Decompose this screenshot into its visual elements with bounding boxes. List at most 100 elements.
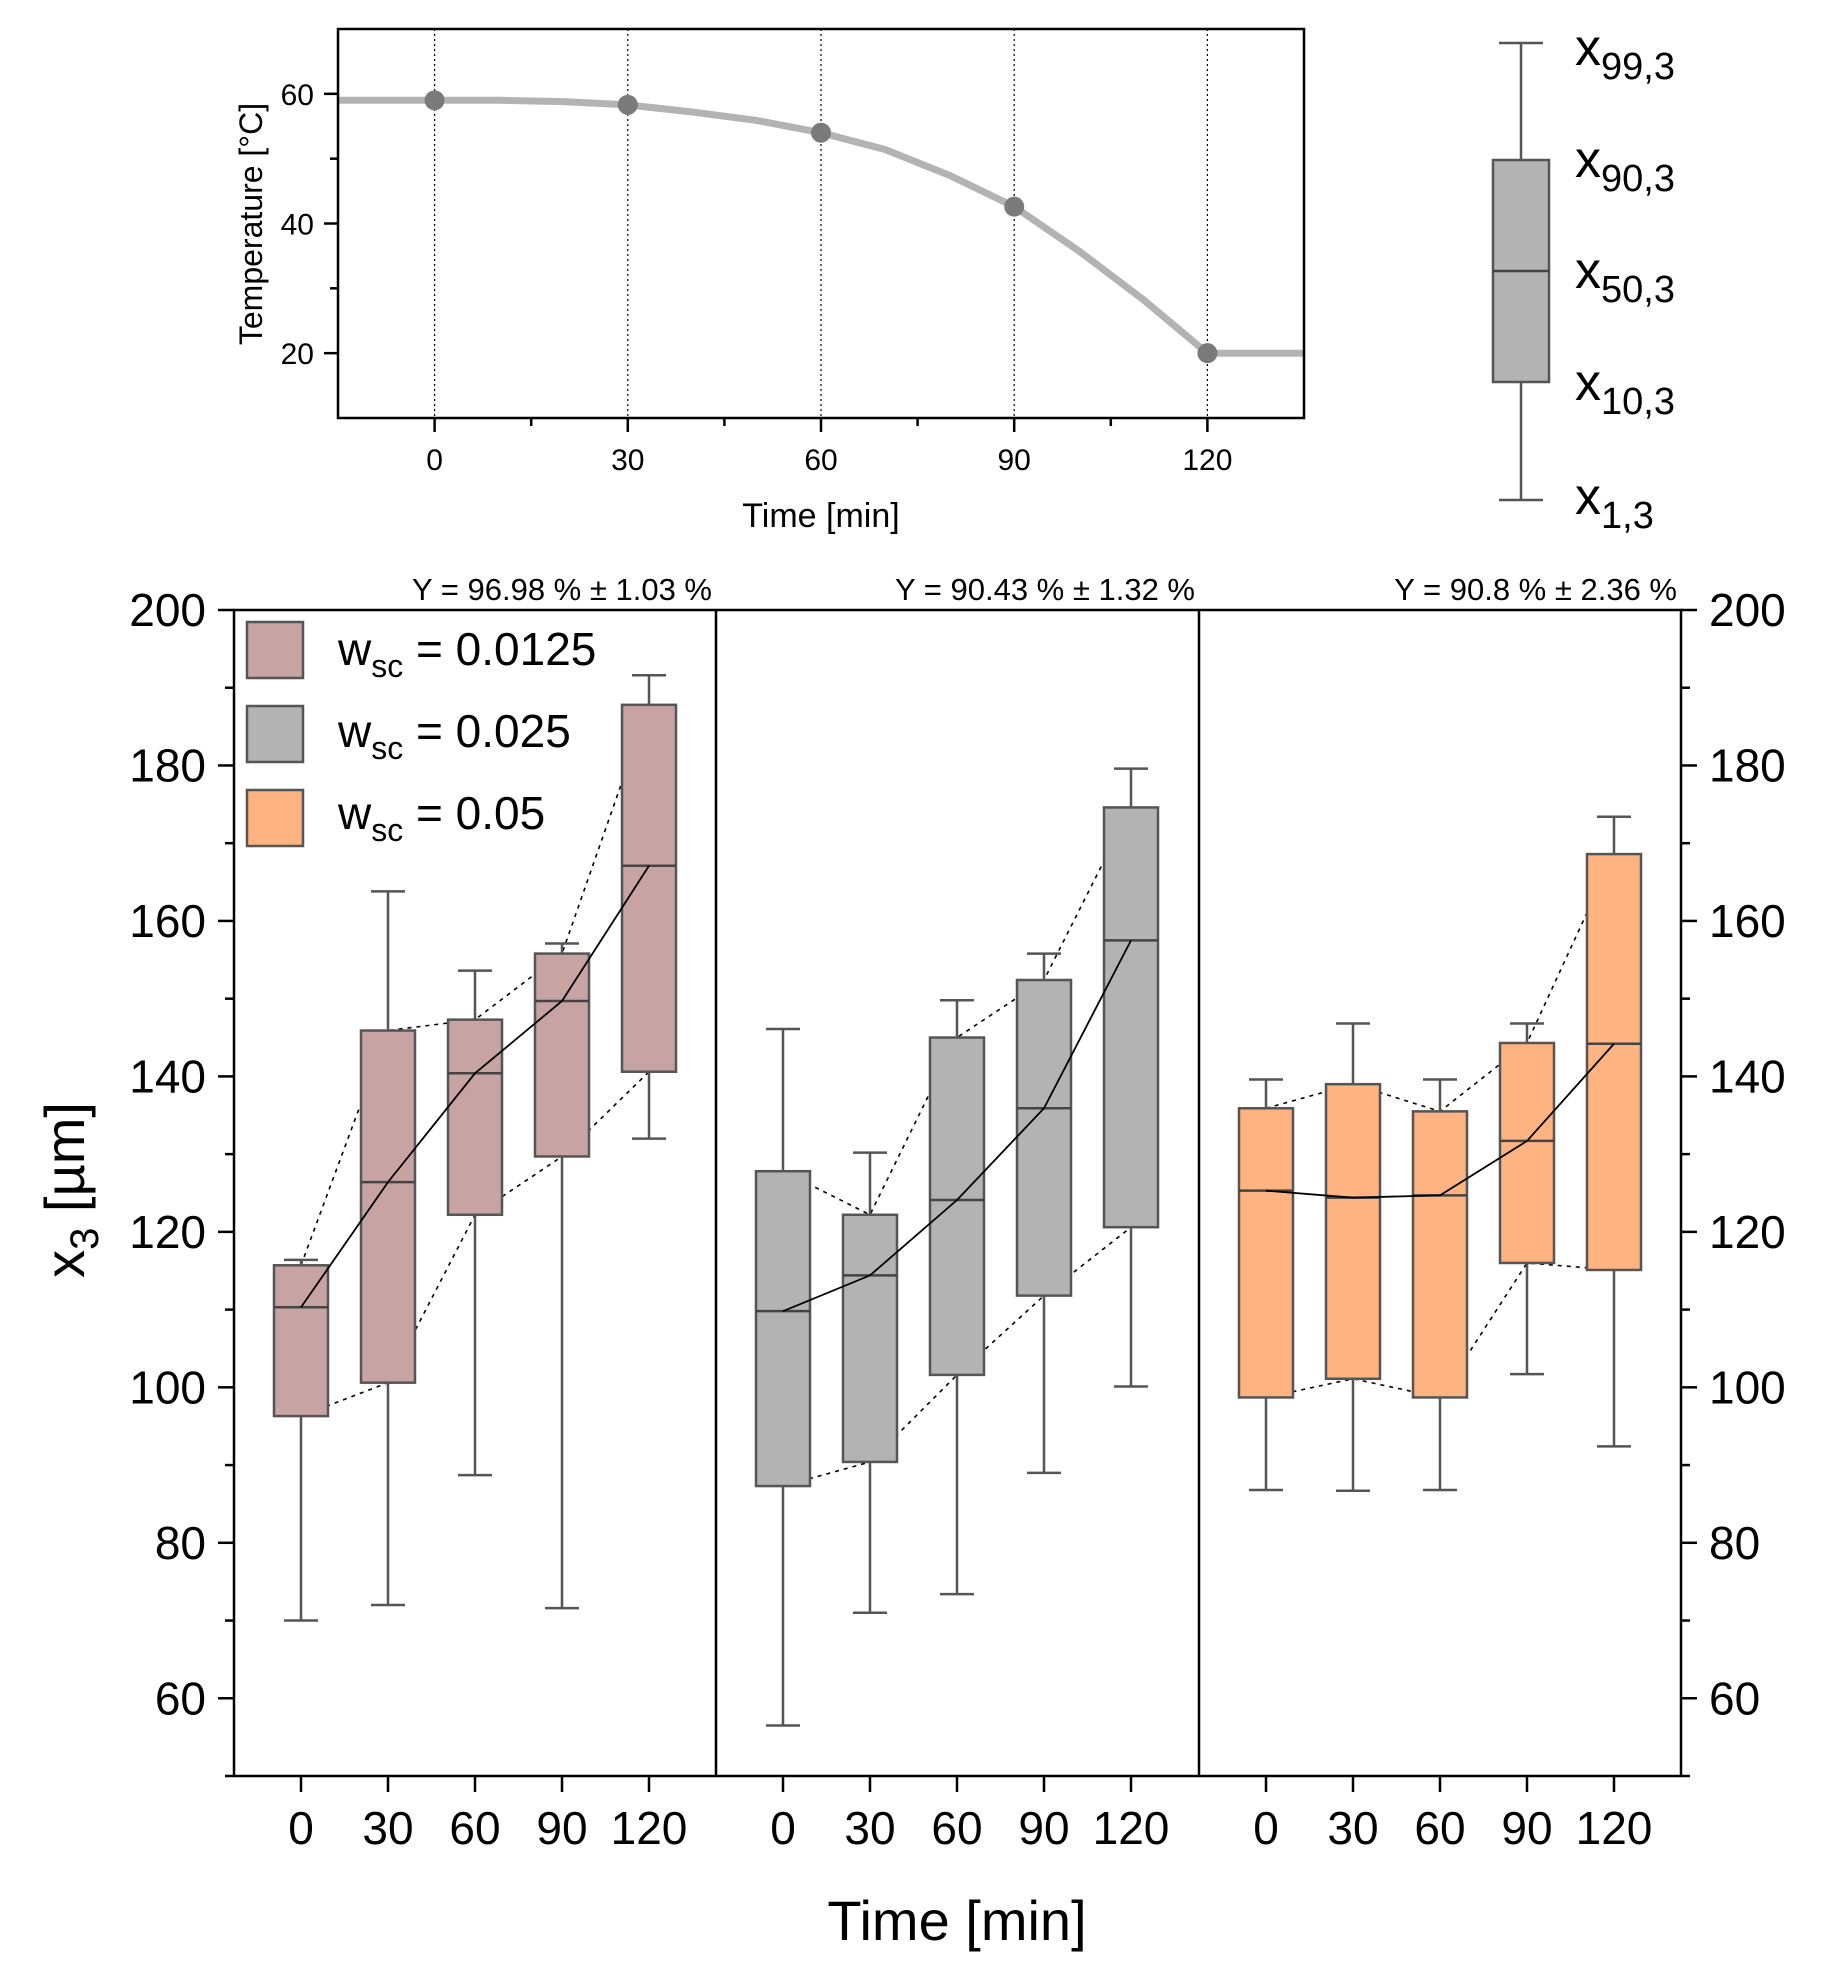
temperature-x-axis-title: Time [min] [742, 497, 899, 535]
box-60-min [446, 969, 504, 1477]
median-trend-line [782, 939, 1132, 1312]
key-label-x1: x1,3 [1575, 468, 1654, 537]
box-120-min [620, 674, 678, 1140]
box-body [446, 1018, 504, 1217]
temperature-y-axis-title: Temperature [°C] [233, 103, 269, 345]
box-90-min [1015, 952, 1073, 1475]
box-body [928, 1036, 986, 1377]
x-tick-label: 120 [1093, 1802, 1170, 1854]
temperature-marker [811, 122, 831, 143]
panel-3 [1237, 815, 1643, 1492]
main-y-axis-title: x3 [µm] [33, 1102, 107, 1278]
y-tick-label-left: 80 [155, 1517, 206, 1569]
y-tick-label-right: 200 [1709, 584, 1786, 636]
box-90-min [533, 942, 591, 1610]
temperature-x-tick-label: 0 [426, 444, 443, 477]
boxplot-key: x99,3 x90,3 x50,3 x10,3 x1,3 [1491, 19, 1675, 537]
x-tick-label: 90 [1018, 1802, 1069, 1854]
box-body [1411, 1110, 1469, 1399]
box-120-min [1102, 767, 1160, 1388]
box-body [754, 1169, 812, 1488]
yield-label-panel-3: Y = 90.8 % ± 2.36 % [1394, 572, 1677, 607]
median-trend-line [1265, 1043, 1615, 1199]
box-90-min [1498, 1022, 1556, 1376]
key-label-x10: x10,3 [1575, 354, 1675, 423]
box-body [533, 952, 591, 1158]
box-body [1237, 1107, 1295, 1399]
box-30-min [1324, 1022, 1382, 1492]
y-tick-label-right: 140 [1709, 1050, 1786, 1102]
yield-label-panel-1: Y = 96.98 % ± 1.03 % [412, 572, 712, 607]
x-tick-label: 60 [931, 1802, 982, 1854]
temperature-chart: 0 30 60 90 120 20 40 60 Time [min] Temperature… [233, 27, 1306, 535]
x-tick-label: 60 [1414, 1802, 1465, 1854]
temperature-marker [1197, 343, 1218, 364]
y-tick-label-left: 200 [129, 584, 206, 636]
x-tick-label: 60 [449, 1802, 500, 1854]
x-tick-label: 90 [1501, 1802, 1552, 1854]
main-x-axis-title: Time [min] [827, 1889, 1086, 1952]
box-body [841, 1213, 899, 1464]
median-trend-line [300, 865, 650, 1308]
y-tick-label-left: 120 [129, 1206, 206, 1258]
key-label-x90: x90,3 [1575, 131, 1675, 200]
y-tick-label-left: 160 [129, 895, 206, 947]
p90-trend-line [1265, 853, 1615, 1113]
box-0-min [272, 1258, 330, 1622]
box-60-min [928, 998, 986, 1596]
x-tick-label: 30 [362, 1802, 413, 1854]
box-0-min [1237, 1078, 1295, 1492]
box-60-min [1411, 1078, 1469, 1492]
temperature-y-tick-label: 40 [281, 209, 314, 242]
y-tick-label-left: 140 [129, 1050, 206, 1102]
p90-trend-line [782, 807, 1132, 1216]
y-tick-label-right: 120 [1709, 1206, 1786, 1258]
y-tick-label-left: 100 [129, 1361, 206, 1413]
x-tick-label: 0 [288, 1802, 314, 1854]
box-120-min [1585, 815, 1643, 1448]
temperature-y-tick-label: 20 [281, 338, 314, 371]
temperature-x-tick-label: 30 [611, 444, 644, 477]
temperature-y-tick-label: 60 [281, 79, 314, 112]
legend-label-0.0125: wsc = 0.0125 [337, 623, 596, 684]
legend: wsc = 0.0125 wsc = 0.025 wsc = 0.05 [245, 620, 596, 848]
y-tick-label-left: 180 [129, 739, 206, 791]
box-body [272, 1264, 330, 1418]
box-30-min [359, 890, 417, 1607]
x-tick-label: 0 [1253, 1802, 1279, 1854]
temperature-x-tick-label: 120 [1182, 444, 1232, 477]
y-tick-label-right: 100 [1709, 1361, 1786, 1413]
x-tick-label: 30 [844, 1802, 895, 1854]
box-0-min [754, 1027, 812, 1727]
x-tick-label: 120 [611, 1802, 688, 1854]
legend-swatch-0.05 [245, 788, 305, 848]
legend-label-0.025: wsc = 0.025 [337, 705, 571, 766]
x-tick-label: 30 [1327, 1802, 1378, 1854]
box-body [1324, 1082, 1382, 1381]
temperature-x-tick-label: 60 [804, 444, 837, 477]
temperature-marker [424, 90, 445, 111]
box-30-min [841, 1151, 899, 1615]
key-label-x99: x99,3 [1575, 19, 1675, 88]
box-body [359, 1029, 417, 1384]
x-tick-label: 0 [770, 1802, 796, 1854]
key-label-x50: x50,3 [1575, 242, 1675, 311]
x-tick-label: 90 [536, 1802, 587, 1854]
temperature-marker [617, 94, 638, 115]
x-tick-label: 120 [1576, 1802, 1653, 1854]
y-tick-label-left: 60 [155, 1672, 206, 1724]
box-body [1585, 852, 1643, 1272]
temperature-x-tick-label: 90 [998, 444, 1031, 477]
y-tick-label-right: 60 [1709, 1672, 1760, 1724]
box-body [1015, 978, 1073, 1297]
temperature-marker [1004, 196, 1025, 217]
y-tick-label-right: 180 [1709, 739, 1786, 791]
panel-2 [754, 767, 1160, 1727]
legend-swatch-0.0125 [245, 620, 305, 680]
y-tick-label-right: 160 [1709, 895, 1786, 947]
legend-swatch-0.025 [245, 704, 305, 764]
box-body [620, 703, 678, 1073]
yield-label-panel-2: Y = 90.43 % ± 1.32 % [895, 572, 1195, 607]
panel-1 [272, 674, 678, 1622]
